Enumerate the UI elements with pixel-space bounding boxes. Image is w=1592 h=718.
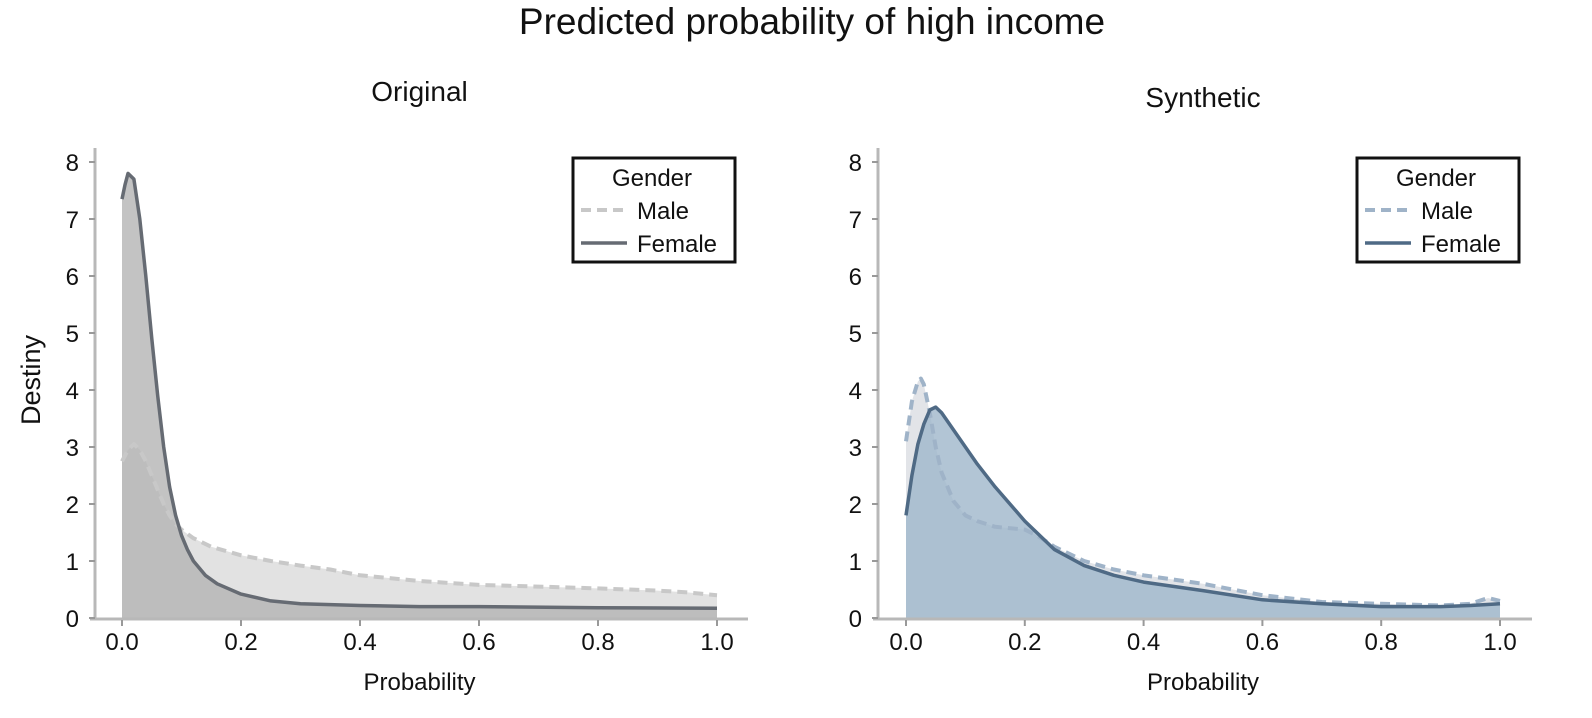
panel-title: Synthetic bbox=[1145, 82, 1260, 113]
x-tick-label: 0.0 bbox=[105, 629, 138, 656]
y-tick-label: 1 bbox=[849, 549, 862, 576]
y-tick-label: 0 bbox=[849, 606, 862, 633]
x-tick-label: 0.8 bbox=[581, 629, 614, 656]
legend-label-male: Male bbox=[1421, 198, 1473, 225]
density-line-male bbox=[120, 442, 718, 598]
y-tick-label: 3 bbox=[849, 435, 862, 462]
legend-title: Gender bbox=[1396, 165, 1476, 192]
panel-original: Original 0 1 2 3 4 5 6 7 8 0.0 0.2 0.4 0.6 0.8 1.0 Proba… bbox=[66, 76, 748, 696]
x-tick-label: 0.2 bbox=[1008, 629, 1041, 656]
legend-title: Gender bbox=[612, 165, 692, 192]
x-tick-label: 1.0 bbox=[1483, 629, 1516, 656]
y-tick-label: 2 bbox=[66, 492, 79, 519]
density-line-female bbox=[120, 171, 718, 611]
legend-label-male: Male bbox=[637, 198, 689, 225]
x-tick-label: 0.4 bbox=[1127, 629, 1160, 656]
density-line-female bbox=[904, 405, 1501, 609]
y-tick-label: 5 bbox=[66, 321, 79, 348]
y-tick-label: 4 bbox=[66, 378, 79, 405]
y-tick-label: 7 bbox=[849, 207, 862, 234]
y-tick-label: 2 bbox=[849, 492, 862, 519]
y-tick-label: 3 bbox=[66, 435, 79, 462]
x-axis-label: Probability bbox=[1147, 669, 1259, 696]
density-area-male bbox=[122, 444, 717, 618]
legend-label-female: Female bbox=[1421, 231, 1501, 258]
panel-synthetic: Synthetic 0 1 2 3 4 5 6 7 8 0.0 0.2 0.4 0.6 0.8 1.0 Prob… bbox=[849, 82, 1532, 696]
y-tick-label: 4 bbox=[849, 378, 862, 405]
x-tick-label: 0.6 bbox=[462, 629, 495, 656]
y-tick-label: 5 bbox=[849, 321, 862, 348]
y-tick-label: 6 bbox=[849, 264, 862, 291]
y-tick-label: 7 bbox=[66, 207, 79, 234]
x-tick-label: 0.0 bbox=[889, 629, 922, 656]
density-area-female bbox=[906, 407, 1500, 618]
panel-title: Original bbox=[371, 76, 467, 107]
y-tick-label: 0 bbox=[66, 606, 79, 633]
legend: Gender Male Female bbox=[571, 156, 737, 264]
x-axis-label: Probability bbox=[363, 669, 475, 696]
x-tick-label: 0.2 bbox=[224, 629, 257, 656]
density-line-male bbox=[904, 376, 1501, 608]
x-tick-label: 0.8 bbox=[1365, 629, 1398, 656]
y-tick-label: 1 bbox=[66, 549, 79, 576]
x-tick-label: 1.0 bbox=[700, 629, 733, 656]
y-axis-label: Destiny bbox=[16, 334, 46, 425]
legend: Gender Male Female bbox=[1355, 156, 1521, 264]
x-tick-label: 0.6 bbox=[1246, 629, 1279, 656]
x-tick-label: 0.4 bbox=[343, 629, 376, 656]
y-tick-label: 8 bbox=[849, 150, 862, 177]
figure-title: Predicted probability of high income bbox=[519, 1, 1105, 42]
y-tick-label: 6 bbox=[66, 264, 79, 291]
legend-label-female: Female bbox=[637, 231, 717, 258]
y-tick-label: 8 bbox=[66, 150, 79, 177]
density-area-female bbox=[122, 173, 717, 618]
